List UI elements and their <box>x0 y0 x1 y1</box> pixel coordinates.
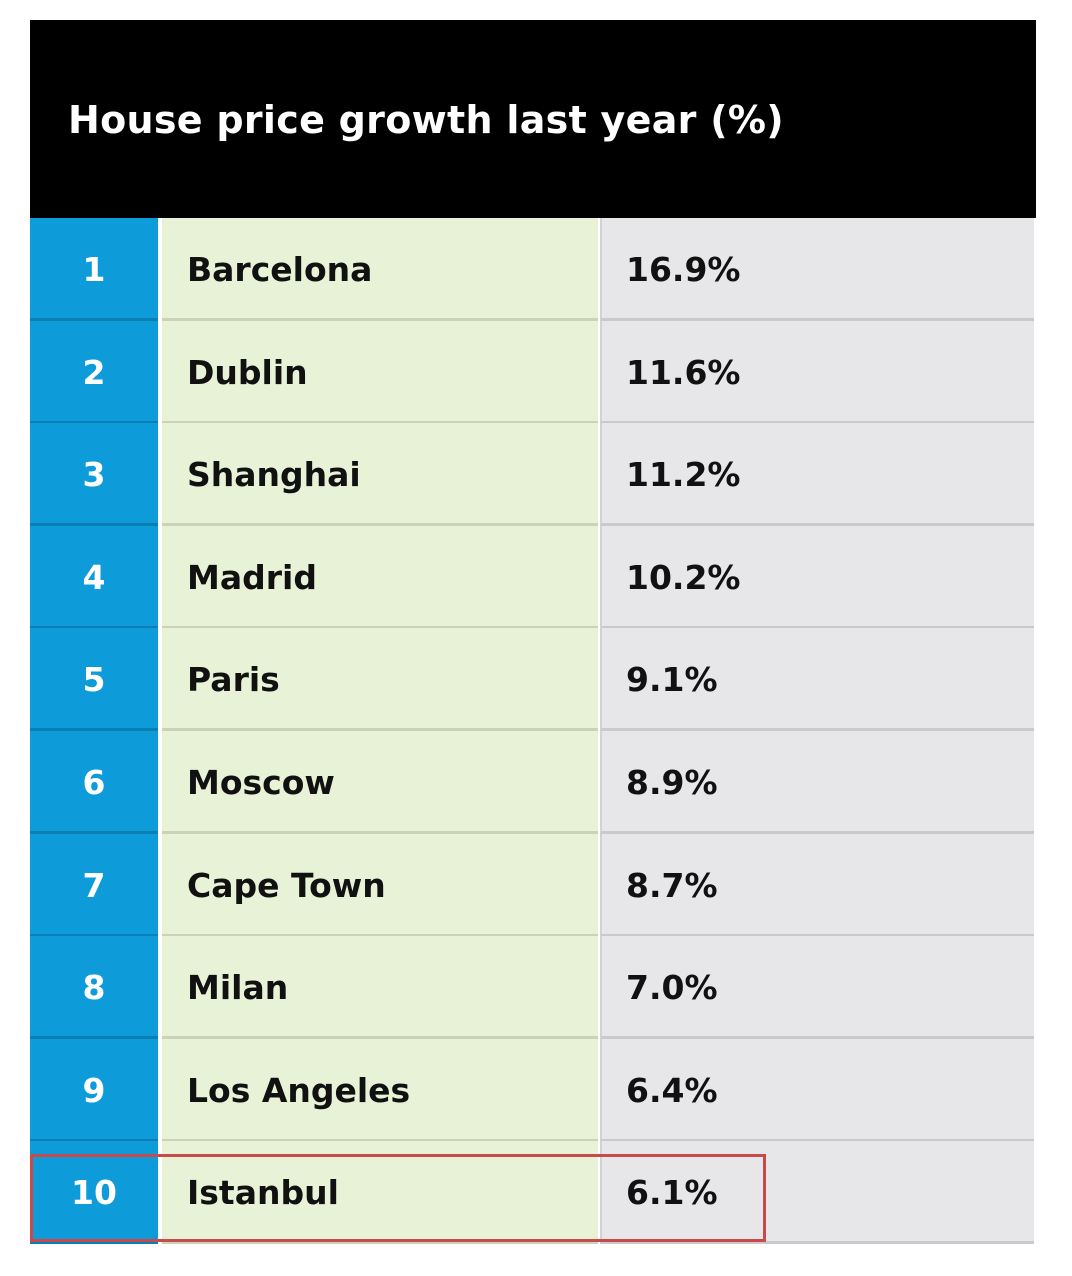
table-row: 3 Shanghai 11.2% <box>30 423 1036 527</box>
value-cell: 8.9% <box>600 731 1034 834</box>
city-label: Madrid <box>187 557 317 597</box>
rank-label: 9 <box>82 1070 106 1110</box>
rank-cell: 10 <box>30 1141 158 1245</box>
rank-label: 6 <box>82 763 106 802</box>
table-title: House price growth last year (%) <box>68 98 784 142</box>
city-label: Los Angeles <box>187 1070 411 1110</box>
table-row: 1 Barcelona 16.9% <box>30 218 1036 321</box>
city-cell: Shanghai <box>162 423 598 527</box>
city-cell: Moscow <box>162 731 598 834</box>
rank-cell: 7 <box>30 833 158 937</box>
rank-label: 10 <box>71 1173 117 1213</box>
city-cell: Paris <box>162 628 598 732</box>
value-cell: 7.0% <box>600 936 1034 1040</box>
city-label: Dublin <box>187 352 308 392</box>
value-label: 6.4% <box>626 1070 718 1110</box>
rank-cell: 2 <box>30 320 158 424</box>
city-cell: Dublin <box>162 320 598 424</box>
rank-label: 5 <box>82 660 106 700</box>
value-label: 11.2% <box>626 455 741 495</box>
city-cell: Istanbul <box>162 1141 598 1245</box>
value-label: 6.1% <box>626 1173 718 1213</box>
rank-label: 3 <box>82 455 106 495</box>
value-cell: 10.2% <box>600 525 1034 629</box>
city-label: Paris <box>187 660 280 700</box>
city-cell: Cape Town <box>162 833 598 937</box>
value-cell: 11.6% <box>600 320 1034 424</box>
rank-cell: 3 <box>30 423 158 527</box>
rank-cell: 9 <box>30 1038 158 1142</box>
city-cell: Barcelona <box>162 218 598 321</box>
table-row: 7 Cape Town 8.7% <box>30 833 1036 937</box>
value-cell: 6.4% <box>600 1038 1034 1142</box>
value-label: 11.6% <box>626 352 741 392</box>
table-row: 4 Madrid 10.2% <box>30 525 1036 629</box>
city-cell: Madrid <box>162 525 598 629</box>
value-cell: 6.1% <box>600 1141 1034 1245</box>
rank-label: 2 <box>82 352 106 392</box>
city-cell: Los Angeles <box>162 1038 598 1142</box>
table-row: 6 Moscow 8.9% <box>30 731 1036 834</box>
value-label: 7.0% <box>626 968 718 1008</box>
value-cell: 11.2% <box>600 423 1034 527</box>
rank-label: 1 <box>82 250 106 289</box>
city-label: Istanbul <box>187 1173 339 1213</box>
value-cell: 8.7% <box>600 833 1034 937</box>
rank-label: 4 <box>82 557 106 597</box>
table-row: 5 Paris 9.1% <box>30 628 1036 732</box>
value-label: 16.9% <box>626 250 741 289</box>
value-cell: 16.9% <box>600 218 1034 321</box>
value-label: 10.2% <box>626 557 741 597</box>
table-row: 10 Istanbul 6.1% <box>30 1141 1036 1245</box>
rank-label: 8 <box>82 968 106 1008</box>
house-price-table: House price growth last year (%) 1 Barce… <box>30 20 1036 1246</box>
city-label: Cape Town <box>187 865 386 905</box>
table-row: 9 Los Angeles 6.4% <box>30 1038 1036 1142</box>
value-cell: 9.1% <box>600 628 1034 732</box>
table-header: House price growth last year (%) <box>30 20 1036 218</box>
value-label: 8.9% <box>626 763 718 802</box>
city-label: Milan <box>187 968 289 1008</box>
rank-cell: 8 <box>30 936 158 1040</box>
value-label: 8.7% <box>626 865 718 905</box>
rank-cell: 1 <box>30 218 158 321</box>
city-label: Shanghai <box>187 455 361 495</box>
city-label: Barcelona <box>187 250 373 289</box>
rank-cell: 6 <box>30 731 158 834</box>
value-label: 9.1% <box>626 660 718 700</box>
table-row: 8 Milan 7.0% <box>30 936 1036 1040</box>
rank-cell: 4 <box>30 525 158 629</box>
rank-cell: 5 <box>30 628 158 732</box>
rank-label: 7 <box>82 865 106 905</box>
city-cell: Milan <box>162 936 598 1040</box>
city-label: Moscow <box>187 763 335 802</box>
table-row: 2 Dublin 11.6% <box>30 320 1036 424</box>
